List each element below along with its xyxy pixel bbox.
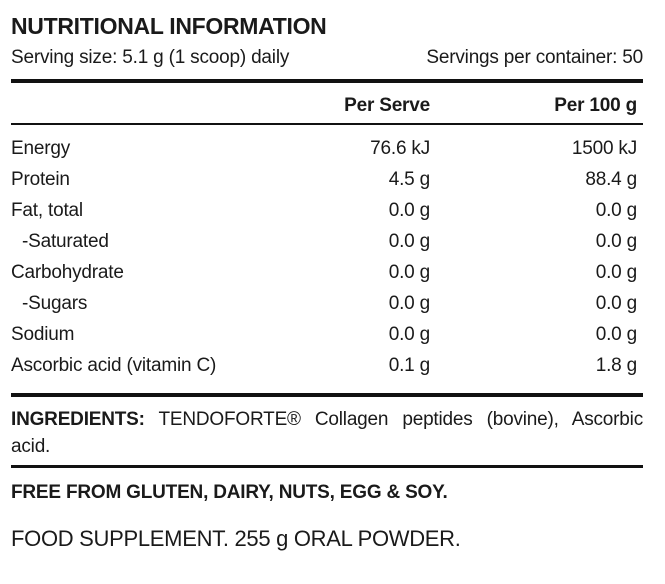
divider-ingredients (11, 465, 643, 468)
servings-per-container-text: Servings per container: 50 (426, 47, 643, 68)
nutrition-table: Energy 76.6 kJ 1500 kJ Protein 4.5 g 88.… (11, 125, 643, 381)
table-row: -Sugars 0.0 g 0.0 g (11, 288, 643, 319)
nutrient-per-serve: 76.6 kJ (370, 138, 430, 159)
nutrient-name: Energy (11, 138, 71, 159)
nutrient-per-serve: 0.0 g (388, 293, 430, 314)
table-row: Carbohydrate 0.0 g 0.0 g (11, 257, 643, 288)
column-header-per-100g: Per 100 g (554, 95, 637, 116)
table-row: Sodium 0.0 g 0.0 g (11, 319, 643, 350)
nutrient-per-100g: 1500 kJ (571, 138, 637, 159)
nutrient-name: -Saturated (22, 231, 109, 252)
nutrient-per-serve: 0.0 g (388, 262, 430, 283)
serving-size-text: Serving size: 5.1 g (1 scoop) daily (11, 47, 290, 68)
table-row: Energy 76.6 kJ 1500 kJ (11, 133, 643, 164)
serving-info-row: Serving size: 5.1 g (1 scoop) daily Serv… (11, 46, 643, 70)
nutrient-per-100g: 0.0 g (595, 262, 637, 283)
nutrient-per-100g: 88.4 g (585, 169, 637, 190)
nutrient-name: Protein (11, 169, 70, 190)
nutrient-name: Fat, total (11, 200, 83, 221)
table-row: -Saturated 0.0 g 0.0 g (11, 226, 643, 257)
nutrient-name: Ascorbic acid (vitamin C) (11, 355, 217, 376)
ingredients-label: INGREDIENTS: (11, 409, 145, 430)
table-row: Protein 4.5 g 88.4 g (11, 164, 643, 195)
nutrient-per-100g: 0.0 g (595, 200, 637, 221)
divider-thin-header (11, 123, 643, 125)
divider-thick-bottom (11, 393, 643, 397)
nutrient-per-100g: 0.0 g (595, 293, 637, 314)
ingredients-text: TENDOFORTE® Collagen peptides (bovine), … (11, 409, 643, 457)
table-header-row: Per Serve Per 100 g (11, 83, 643, 123)
table-row: Ascorbic acid (vitamin C) 0.1 g 1.8 g (11, 350, 643, 381)
nutrient-per-serve: 0.0 g (388, 231, 430, 252)
column-header-per-serve: Per Serve (344, 95, 430, 116)
nutrient-name: Sodium (11, 324, 75, 345)
nutrient-per-100g: 0.0 g (595, 231, 637, 252)
nutrient-per-100g: 0.0 g (595, 324, 637, 345)
ingredients-paragraph: INGREDIENTS: TENDOFORTE® Collagen peptid… (11, 406, 643, 460)
food-supplement-statement: FOOD SUPPLEMENT. 255 g ORAL POWDER. (11, 526, 461, 551)
table-row: Fat, total 0.0 g 0.0 g (11, 195, 643, 226)
nutrient-per-serve: 0.0 g (388, 200, 430, 221)
divider-thick-top (11, 79, 643, 83)
page-title: NUTRITIONAL INFORMATION (11, 13, 327, 39)
nutrient-per-100g: 1.8 g (595, 355, 637, 376)
nutrient-per-serve: 4.5 g (388, 169, 430, 190)
nutrient-name: Carbohydrate (11, 262, 124, 283)
table-header-spacer (11, 95, 260, 117)
free-from-statement: FREE FROM GLUTEN, DAIRY, NUTS, EGG & SOY… (11, 482, 448, 503)
nutrient-per-serve: 0.1 g (388, 355, 430, 376)
nutrient-per-serve: 0.0 g (388, 324, 430, 345)
nutrient-name: -Sugars (22, 293, 88, 314)
